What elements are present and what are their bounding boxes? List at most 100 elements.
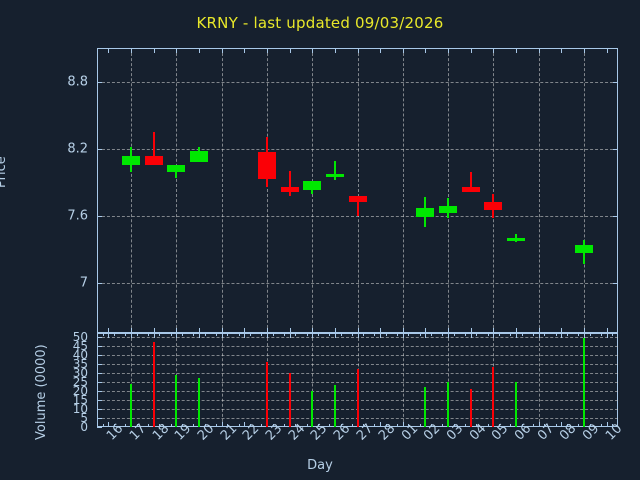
volume-minor-tick bbox=[453, 333, 455, 336]
volume-tick-mark bbox=[97, 345, 102, 347]
volume-minor-tick bbox=[170, 333, 172, 336]
volume-minor-tick bbox=[544, 424, 546, 427]
day-axis-title: Day bbox=[307, 458, 333, 473]
volume-tick-mark bbox=[97, 408, 102, 410]
price-tick-mark bbox=[613, 282, 618, 284]
volume-minor-tick bbox=[289, 333, 291, 336]
volume-minor-tick bbox=[584, 333, 586, 336]
candlestick bbox=[348, 195, 367, 216]
candle-body bbox=[575, 244, 594, 253]
volume-bar bbox=[265, 361, 268, 427]
volume-minor-tick bbox=[544, 333, 546, 336]
volume-minor-tick bbox=[419, 333, 421, 336]
volume-tick-label: 40 bbox=[72, 347, 88, 362]
day-tick-mark bbox=[266, 328, 268, 333]
volume-minor-tick bbox=[363, 424, 365, 427]
volume-minor-tick bbox=[227, 333, 229, 336]
day-tick-mark bbox=[153, 48, 155, 53]
price-tick-mark bbox=[97, 81, 102, 83]
volume-minor-tick bbox=[181, 424, 183, 427]
volume-minor-tick bbox=[465, 424, 467, 427]
volume-bar bbox=[515, 381, 518, 427]
volume-minor-tick bbox=[176, 333, 178, 336]
volume-bar bbox=[447, 381, 450, 427]
volume-minor-tick bbox=[244, 424, 246, 427]
volume-tick-label: 15 bbox=[72, 392, 88, 407]
volume-tick-label: 0 bbox=[80, 420, 88, 434]
day-tick-mark bbox=[289, 48, 291, 53]
day-tick-mark bbox=[176, 48, 178, 53]
volume-bar bbox=[288, 372, 291, 427]
day-tick-mark bbox=[244, 48, 246, 53]
day-tick-mark bbox=[198, 48, 200, 53]
volume-minor-tick bbox=[465, 333, 467, 336]
volume-minor-tick bbox=[601, 424, 602, 427]
day-tick-mark bbox=[380, 48, 382, 53]
volume-minor-tick bbox=[431, 333, 433, 336]
day-tick-mark bbox=[153, 328, 155, 333]
volume-bar bbox=[333, 385, 336, 427]
volume-minor-tick bbox=[170, 424, 172, 427]
volume-minor-tick bbox=[266, 333, 268, 336]
volume-minor-tick bbox=[351, 333, 353, 336]
volume-minor-tick bbox=[108, 333, 110, 336]
volume-minor-tick bbox=[272, 333, 274, 336]
volume-minor-tick bbox=[227, 424, 229, 427]
volume-minor-tick bbox=[567, 424, 569, 427]
price-tick-mark bbox=[97, 215, 102, 217]
volume-bar bbox=[152, 342, 155, 427]
volume-minor-tick bbox=[374, 333, 376, 336]
volume-minor-tick bbox=[516, 333, 518, 336]
volume-minor-tick bbox=[130, 333, 132, 336]
volume-minor-tick bbox=[589, 333, 591, 336]
price-tick-label: 7 bbox=[79, 275, 88, 291]
volume-minor-tick bbox=[295, 333, 297, 336]
candlestick bbox=[484, 194, 503, 218]
volume-minor-tick bbox=[340, 424, 342, 427]
day-tick-mark bbox=[448, 48, 450, 53]
volume-minor-tick bbox=[510, 424, 512, 427]
volume-minor-tick bbox=[431, 424, 433, 427]
candle-body bbox=[416, 207, 435, 217]
volume-minor-tick bbox=[204, 424, 206, 427]
day-tick-mark bbox=[516, 328, 518, 333]
candle-wick bbox=[333, 160, 336, 180]
day-tick-mark bbox=[312, 48, 314, 53]
candle-body bbox=[303, 181, 322, 190]
candle-body bbox=[439, 205, 458, 214]
day-tick-mark bbox=[244, 328, 246, 333]
volume-minor-tick bbox=[334, 333, 336, 336]
price-tick-label: 8.8 bbox=[67, 74, 88, 90]
volume-minor-tick bbox=[102, 424, 104, 427]
volume-minor-tick bbox=[181, 333, 183, 336]
volume-minor-tick bbox=[125, 424, 127, 427]
day-tick-mark bbox=[606, 48, 608, 53]
price-tick-mark bbox=[613, 81, 618, 83]
volume-minor-tick bbox=[153, 333, 155, 336]
volume-tick-label: 45 bbox=[72, 338, 88, 353]
volume-minor-tick bbox=[306, 333, 308, 336]
volume-tick-mark bbox=[97, 399, 102, 401]
volume-minor-tick bbox=[261, 424, 263, 427]
volume-bar bbox=[492, 367, 495, 427]
day-tick-mark bbox=[130, 48, 132, 53]
volume-minor-tick bbox=[215, 333, 217, 336]
day-tick-mark bbox=[198, 328, 200, 333]
day-tick-mark bbox=[470, 328, 472, 333]
volume-minor-tick bbox=[215, 424, 217, 427]
volume-minor-tick bbox=[113, 333, 115, 336]
volume-minor-tick bbox=[380, 333, 382, 336]
volume-minor-tick bbox=[283, 333, 285, 336]
volume-minor-tick bbox=[380, 424, 382, 427]
volume-minor-tick bbox=[533, 333, 535, 336]
volume-minor-tick bbox=[397, 424, 399, 427]
candle-body bbox=[484, 202, 503, 211]
candlestick bbox=[439, 197, 458, 218]
volume-minor-tick bbox=[442, 333, 444, 336]
price-tick-mark bbox=[97, 282, 102, 284]
volume-minor-tick bbox=[136, 333, 138, 336]
volume-minor-tick bbox=[448, 333, 450, 336]
candlestick bbox=[325, 160, 344, 180]
day-tick-mark bbox=[402, 328, 404, 333]
day-tick-mark bbox=[221, 48, 223, 53]
